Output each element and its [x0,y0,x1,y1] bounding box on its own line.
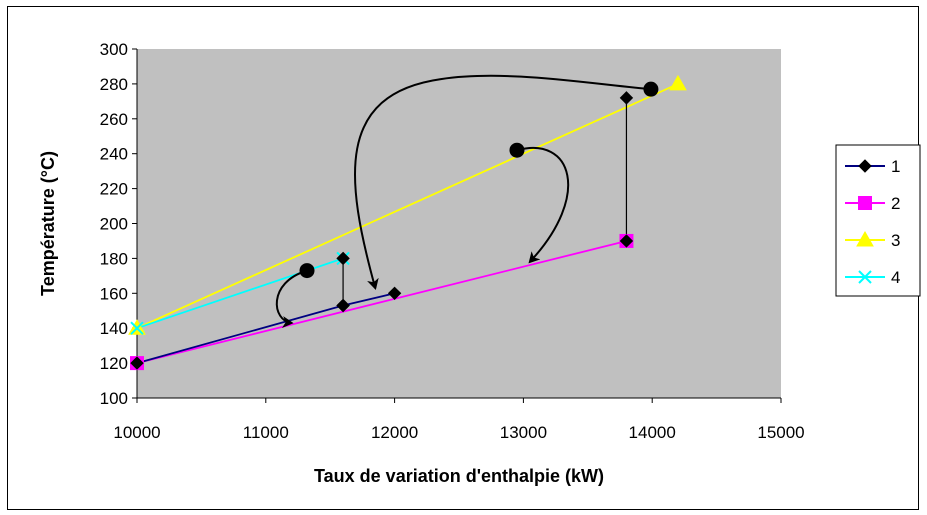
series-4-point [130,321,144,335]
y-tick-label: 100 [100,389,128,408]
series-3-line [136,83,679,330]
vertical-link-top-marker [336,251,350,266]
vertical-link-bottom-marker [336,298,350,313]
annotation-dot [299,263,315,279]
x-tick-label: 14000 [629,423,676,442]
series-1-point [130,356,144,370]
x-tick-label: 12000 [371,423,418,442]
y-tick-label: 260 [100,110,128,129]
legend: 1 2 3 4 [835,144,921,297]
y-tick-label: 280 [100,75,128,94]
series-3-point [669,74,687,91]
legend-marker-1 [858,159,872,173]
y-tick-label: 240 [100,145,128,164]
x-tick-label: 10000 [113,423,160,442]
curved-arrow [275,269,308,328]
plot-area [137,49,781,398]
x-tick-label: 13000 [500,423,547,442]
y-tick-label: 120 [100,354,128,373]
curved-arrow [353,74,651,290]
legend-label-3: 3 [891,231,900,250]
x-tick-label: 15000 [757,423,804,442]
curved-arrow [516,147,569,264]
legend-box [835,144,921,297]
y-tick-label: 300 [100,40,128,59]
legend-marker-4 [858,270,872,284]
legend-label-4: 4 [891,268,900,287]
x-tick-label: 11000 [243,423,289,442]
legend-marker-3 [856,230,874,247]
vertical-link-bottom-marker [619,234,634,248]
x-axis-title: Taux de variation d'enthalpie (kW) [314,466,604,486]
annotation-dot [509,142,525,158]
y-tick-label: 200 [100,215,128,234]
y-tick-label: 180 [100,249,128,268]
y-axis-title: Température (°C) [38,151,58,296]
legend-marker-2 [858,196,872,210]
series-2-line [136,240,627,364]
legend-label-1: 1 [891,157,900,176]
vertical-link-top-marker [619,91,634,105]
y-tick-label: 220 [100,180,128,199]
series-1-point [387,286,402,301]
annotation-dot [643,81,659,97]
y-tick-label: 160 [100,284,128,303]
legend-label-2: 2 [891,194,900,213]
y-tick-label: 140 [100,319,128,338]
